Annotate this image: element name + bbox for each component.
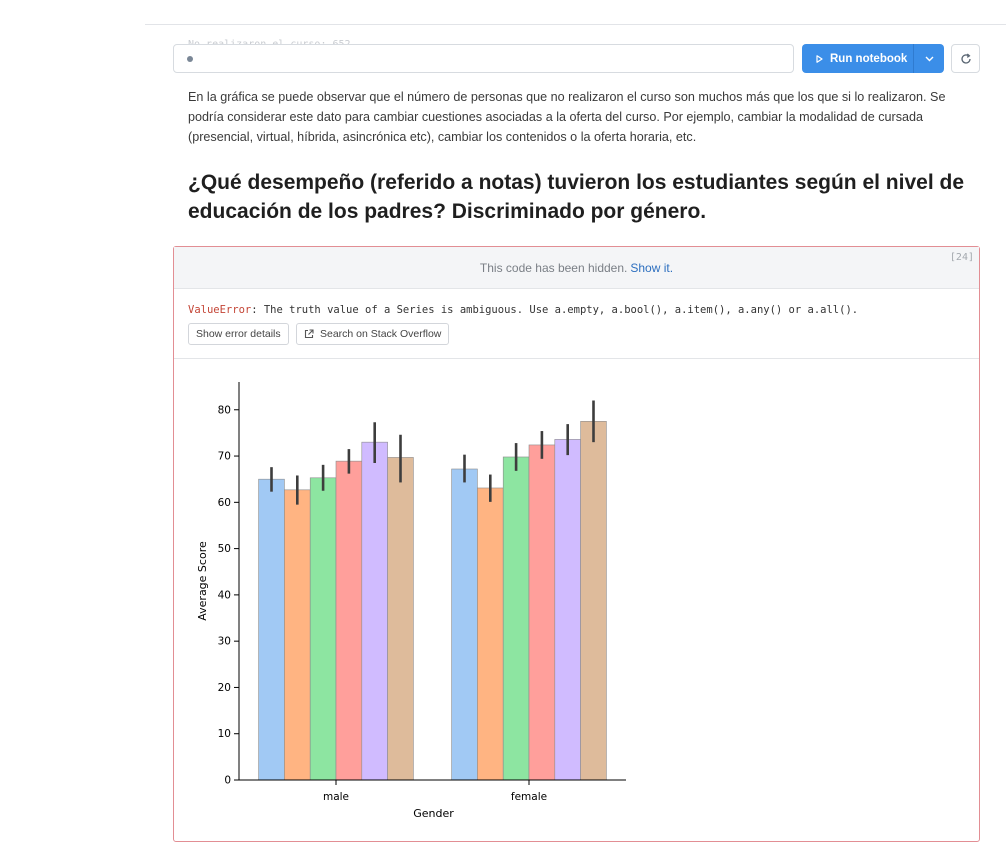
y-tick-label: 50 — [218, 543, 231, 555]
chevron-down-icon — [925, 56, 933, 61]
x-axis-label: Gender — [413, 807, 454, 820]
external-link-icon — [304, 329, 314, 339]
section-heading: ¿Qué desempeño (referido a notas) tuvier… — [188, 171, 965, 223]
hidden-code-text: This code has been hidden. — [479, 260, 628, 275]
bar — [528, 444, 556, 781]
play-icon — [816, 54, 823, 63]
execution-count: [24] — [949, 252, 974, 263]
run-notebook-label: Run notebook — [830, 52, 908, 65]
cell-status-bar[interactable] — [173, 44, 794, 73]
y-tick-label: 0 — [224, 775, 231, 787]
bar — [580, 421, 607, 781]
y-tick-label: 10 — [218, 728, 231, 740]
y-tick-label: 80 — [218, 404, 231, 416]
bar — [309, 477, 337, 781]
bar — [477, 487, 504, 781]
bar — [387, 457, 414, 781]
error-message: ValueError: The truth value of a Series … — [188, 304, 858, 316]
search-stackoverflow-label: Search on Stack Overflow — [320, 328, 442, 340]
y-tick-label: 70 — [218, 451, 231, 463]
bar — [554, 439, 581, 781]
x-tick-label: male — [323, 791, 349, 803]
kernel-status-icon — [187, 56, 193, 62]
error-type: ValueError — [188, 304, 252, 316]
run-notebook-main[interactable]: Run notebook — [802, 44, 913, 73]
restart-kernel-button[interactable] — [951, 44, 980, 73]
markdown-paragraph: En la gráfica se puede observar que el n… — [188, 90, 946, 144]
show-error-details-button[interactable]: Show error details — [188, 323, 289, 345]
top-divider — [145, 24, 1006, 25]
refresh-icon — [960, 53, 971, 64]
y-tick-label: 40 — [218, 589, 231, 601]
bar — [451, 468, 478, 781]
y-tick-label: 60 — [218, 497, 231, 509]
bar — [502, 456, 530, 781]
output-divider — [174, 358, 979, 359]
bar — [335, 460, 363, 781]
y-tick-label: 30 — [218, 636, 231, 648]
show-error-details-label: Show error details — [196, 328, 281, 340]
x-tick-label: female — [511, 791, 547, 803]
bar — [258, 478, 285, 781]
run-button-divider — [913, 44, 914, 73]
previous-output-line: No realizaron el curso: 652 — [188, 39, 351, 45]
code-cell[interactable]: This code has been hidden. Show it. [24]… — [173, 246, 980, 842]
y-axis-label: Average Score — [196, 541, 209, 621]
search-stackoverflow-button[interactable]: Search on Stack Overflow — [296, 323, 450, 345]
run-notebook-button[interactable]: Run notebook — [802, 44, 944, 73]
bar — [284, 489, 311, 781]
bar — [361, 441, 388, 781]
error-text: : The truth value of a Series is ambiguo… — [251, 304, 859, 316]
run-options-dropdown[interactable] — [914, 44, 944, 73]
y-tick-label: 20 — [218, 682, 231, 694]
show-code-link[interactable]: Show it. — [630, 260, 674, 275]
hidden-code-bar: This code has been hidden. Show it. — [174, 247, 979, 289]
